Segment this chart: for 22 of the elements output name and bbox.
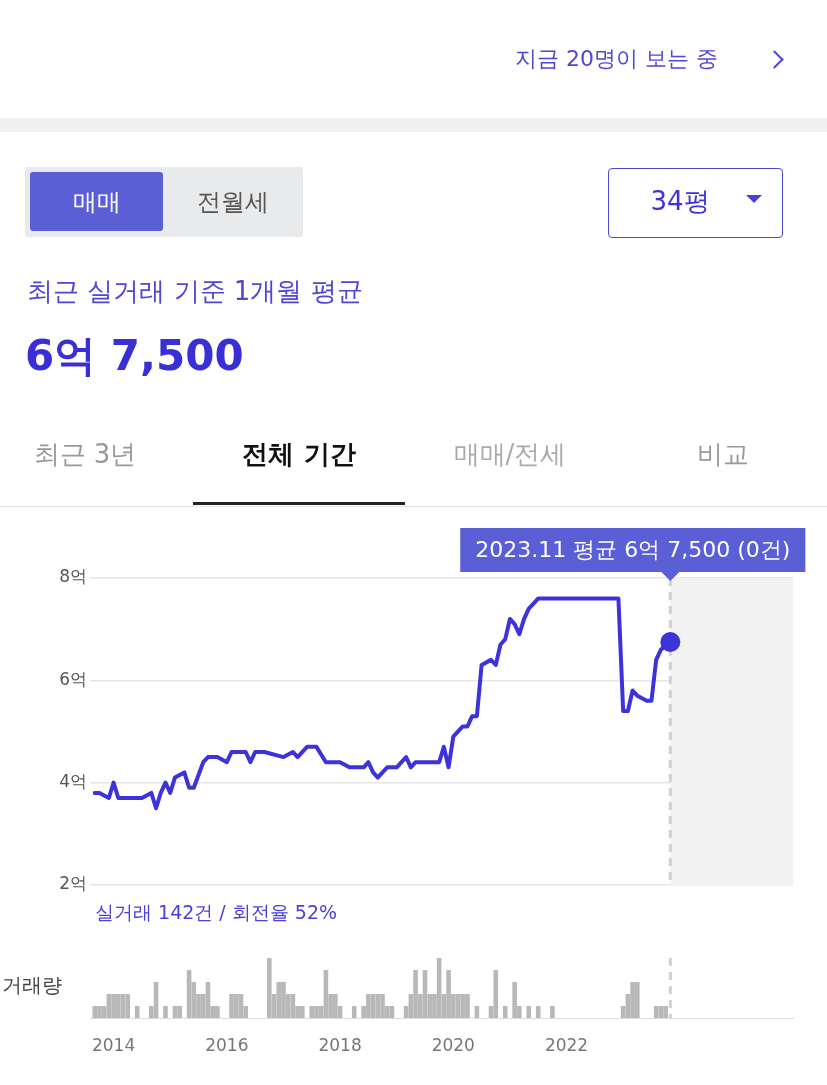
- y-tick-label: 4억: [59, 771, 88, 792]
- text: 매매/전세: [452, 438, 568, 471]
- y-tick-label: 6억: [59, 668, 88, 689]
- x-tick-label: 2022: [544, 1034, 589, 1055]
- text: 매매: [71, 187, 122, 218]
- x-tick-label: 2018: [318, 1034, 362, 1055]
- y-axis-title: 거래량: [2, 972, 62, 999]
- x-tick-label: 2014: [91, 1034, 136, 1055]
- x-tick-label: 2020: [431, 1034, 475, 1055]
- chart-title: 최근 실거래 기준 1개월 평균: [27, 275, 363, 308]
- chart-subtitle: 6억 7,500: [25, 330, 244, 382]
- y-tick-label: 8억: [59, 566, 88, 587]
- text: 실거래 142건 / 회전율 52%: [95, 900, 338, 925]
- text: 비교: [695, 438, 750, 471]
- x-tick-label: 2016: [205, 1034, 249, 1055]
- text: 지금 20명이 보는 중: [515, 45, 718, 73]
- text: 2023.11 평균 6억 7,500 (0건): [475, 536, 791, 562]
- text: 최근 3년: [32, 438, 138, 471]
- text: 전월세: [196, 187, 270, 218]
- text: 34평: [649, 185, 711, 218]
- y-tick-label: 2억: [59, 873, 88, 894]
- text: 전체 기간: [241, 438, 357, 471]
